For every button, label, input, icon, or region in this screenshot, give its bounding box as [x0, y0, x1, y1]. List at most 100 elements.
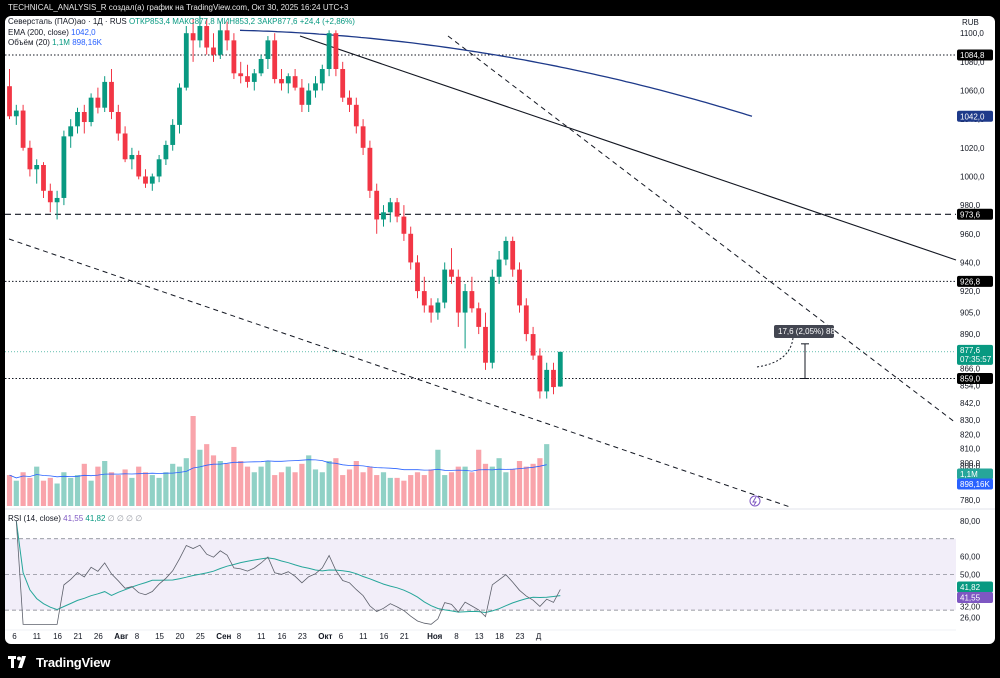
time-tick-label: 23 — [516, 632, 525, 641]
candle-body — [537, 355, 543, 392]
candle-body — [129, 154, 135, 160]
volume-bar — [333, 458, 339, 506]
time-tick-label: Окт — [318, 632, 332, 641]
projection-label: 17,6 (2,05%) 88 — [778, 327, 835, 336]
time-tick-label: Сен — [216, 632, 231, 641]
volume-bar — [265, 461, 271, 506]
candle-body — [251, 73, 257, 82]
candle-body — [313, 83, 318, 91]
last-price-tag-bg — [957, 344, 993, 365]
volume-bar — [122, 469, 128, 506]
volume-bar — [469, 472, 475, 506]
volume-bar — [68, 477, 74, 506]
candle — [197, 16, 203, 48]
candle-body — [272, 40, 278, 80]
candle-body — [156, 159, 162, 177]
candle-body — [326, 33, 332, 70]
volume-bar — [340, 475, 346, 506]
level-tag-bg — [957, 275, 993, 287]
volume-bar — [367, 466, 373, 506]
rsi-value-tag-bg — [957, 592, 993, 604]
candle — [61, 130, 67, 206]
candle-body — [449, 269, 454, 277]
candle-body — [34, 165, 40, 170]
candle — [211, 33, 216, 62]
volume-bar — [496, 458, 502, 506]
candle — [217, 21, 223, 59]
rsi-tick-label: 50,00 — [960, 570, 981, 579]
price-tick-label: 890,0 — [960, 330, 981, 339]
candle — [251, 69, 257, 91]
price-tick-label: 842,0 — [960, 399, 981, 408]
time-tick-label: 16 — [278, 632, 287, 641]
candle — [551, 362, 556, 395]
legend-volume-value: 1,1M — [52, 38, 70, 47]
volume-bar — [353, 461, 359, 506]
candle-body — [238, 73, 244, 77]
rsi-tick-label: 60,00 — [960, 553, 981, 562]
candle-body — [170, 124, 176, 145]
legend-ema-value: 1042,0 — [71, 28, 96, 37]
candle-body — [109, 81, 114, 112]
volume-tick-label: 800,0 — [960, 462, 981, 471]
volume-bar — [435, 449, 441, 506]
candle-body — [333, 33, 339, 70]
level-tag: 973,6 — [960, 210, 981, 219]
projection-label-box — [774, 325, 834, 338]
candle — [183, 26, 189, 91]
candle-body — [544, 369, 550, 392]
resistance-trendline — [299, 35, 957, 261]
rsi-ma-tag-bg — [957, 581, 993, 593]
time-tick-label: 18 — [495, 632, 504, 641]
candle — [156, 154, 162, 183]
volume-value-tag: 1,1M — [960, 470, 978, 479]
volume-bar — [421, 475, 427, 506]
price-tick-label: 830,0 — [960, 416, 981, 425]
legend-ema: EMA (200, close) 1042,0 — [8, 28, 96, 37]
legend-volume-label[interactable]: Объём (20) — [8, 38, 50, 47]
candle — [374, 183, 380, 234]
candle — [428, 298, 434, 323]
candle-body — [381, 212, 386, 220]
candle — [292, 69, 298, 91]
candle — [177, 83, 182, 134]
volume-bar — [6, 475, 13, 506]
candle — [122, 126, 128, 163]
candle-body — [435, 302, 441, 313]
candle-body — [496, 259, 502, 277]
candle-body — [306, 90, 312, 105]
candle — [387, 197, 393, 223]
candle — [163, 140, 169, 166]
legend-rsi-label[interactable]: RSI (14, close) — [8, 514, 61, 523]
candle — [299, 79, 305, 112]
candle — [394, 197, 400, 223]
candle — [523, 298, 529, 342]
candle — [143, 169, 148, 188]
rsi-line — [15, 520, 561, 625]
legend-ema-label[interactable]: EMA (200, close) — [8, 28, 69, 37]
candle — [7, 69, 12, 120]
candle-body — [340, 69, 346, 98]
candle-body — [211, 47, 216, 55]
ema200-line — [239, 29, 753, 117]
level-tag-bg — [957, 208, 993, 220]
candle — [544, 362, 550, 399]
time-tick-label: 20 — [176, 632, 185, 641]
candle-body — [197, 26, 203, 41]
volume-bar — [462, 466, 468, 506]
candle — [109, 69, 114, 120]
tradingview-logo[interactable]: TradingView — [8, 653, 110, 671]
candle — [496, 250, 502, 284]
volume-bar — [13, 480, 19, 506]
time-tick-label: 13 — [475, 632, 484, 641]
price-tick-label: 810,0 — [960, 445, 981, 454]
candle — [340, 61, 346, 102]
level-tag: 926,8 — [960, 277, 981, 286]
legend-symbol[interactable]: Северсталь (ПАО)ао · 1Д · RUS — [8, 17, 127, 26]
projection-path — [756, 337, 794, 368]
volume-bar — [292, 472, 298, 506]
volume-bar — [482, 463, 489, 506]
candle-body — [421, 291, 427, 306]
candle — [313, 76, 318, 98]
